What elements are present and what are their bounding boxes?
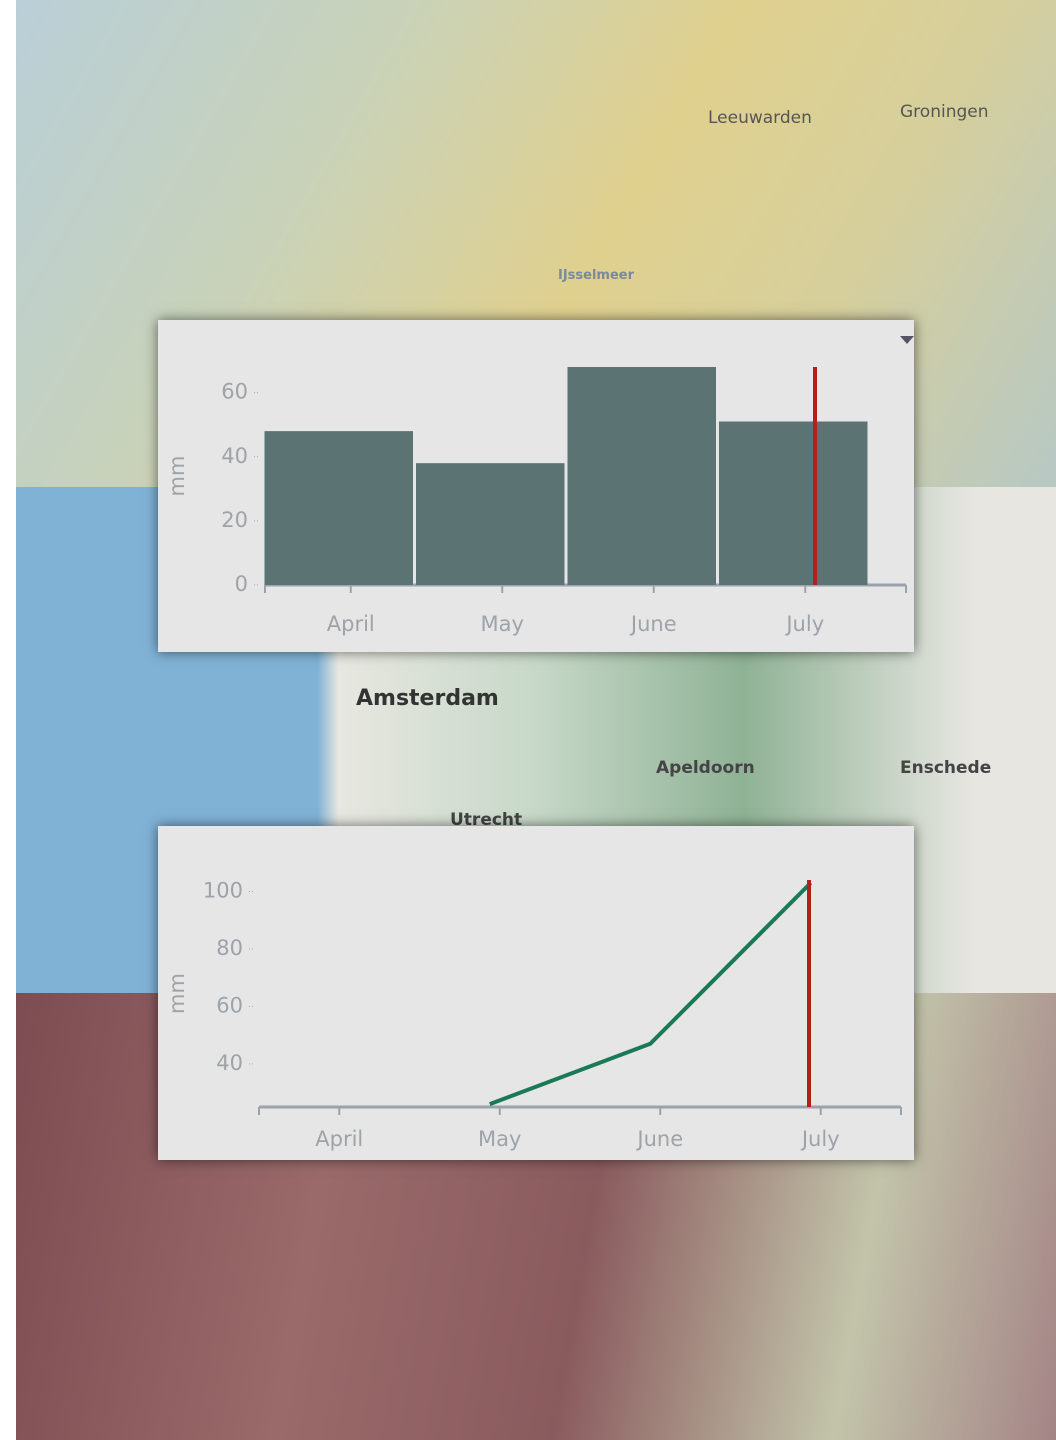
map-label: IJsselmeer [558,268,634,283]
x-tick-label: July [800,1127,840,1151]
y-axis-label: mm [165,456,189,497]
y-tick-label: 0 [235,572,248,596]
x-tick-label: July [784,612,824,636]
x-tick-label: May [481,612,524,636]
y-tick-label: 80 [216,936,243,960]
map-label: Apeldoorn [656,758,755,778]
chart: 0 20 40 60 mm April May June July [158,320,914,652]
chart: 40 60 80 100 mm April May June July [158,826,914,1160]
y-tick-label: 60 [221,380,248,404]
x-tick-label: June [635,1127,683,1151]
chart-panel: 40 60 80 100 mm April May June July [158,826,914,1160]
dropdown-icon[interactable] [900,336,914,344]
y-tick-label: 20 [221,508,248,532]
map-label: Leeuwarden [708,108,812,128]
x-tick-label: June [629,612,677,636]
bar [719,422,868,586]
map-label: Amsterdam [356,686,499,711]
y-axis-label: mm [165,973,189,1014]
bar [568,367,717,585]
chart-panel: 0 20 40 60 mm April May June July [158,320,914,652]
bar [265,431,414,585]
y-tick-label: 40 [221,444,248,468]
y-tick-label: 60 [216,993,243,1017]
x-tick-label: April [327,612,375,636]
page: Leeuwarden Groningen IJsselmeer Amsterda… [0,0,1056,1440]
y-tick-label: 100 [203,878,243,902]
y-tick-label: 40 [216,1051,243,1075]
map-label: Groningen [900,102,989,122]
map-label: Enschede [900,758,991,778]
line [490,883,811,1104]
x-tick-label: April [315,1127,363,1151]
bar [416,463,565,585]
x-tick-label: May [478,1127,521,1151]
